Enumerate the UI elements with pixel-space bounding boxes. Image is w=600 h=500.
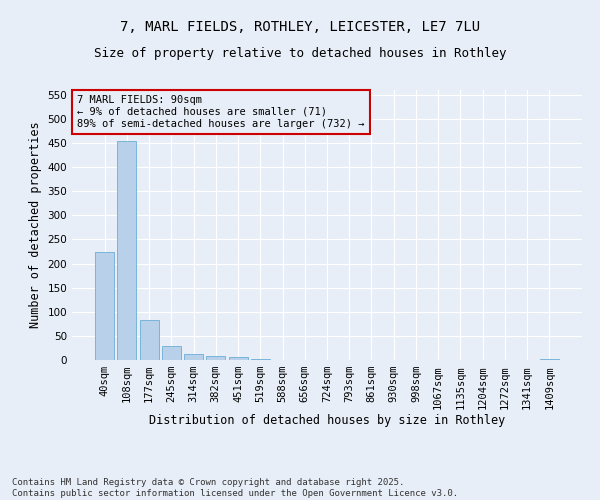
Bar bbox=[95, 252, 114, 360]
Bar bbox=[118, 140, 136, 360]
Y-axis label: Number of detached properties: Number of detached properties bbox=[29, 122, 42, 328]
Bar bbox=[229, 357, 248, 360]
Text: Size of property relative to detached houses in Rothley: Size of property relative to detached ho… bbox=[94, 48, 506, 60]
Bar bbox=[140, 320, 158, 360]
Text: Contains HM Land Registry data © Crown copyright and database right 2025.
Contai: Contains HM Land Registry data © Crown c… bbox=[12, 478, 458, 498]
Text: 7, MARL FIELDS, ROTHLEY, LEICESTER, LE7 7LU: 7, MARL FIELDS, ROTHLEY, LEICESTER, LE7 … bbox=[120, 20, 480, 34]
Bar bbox=[162, 346, 181, 360]
X-axis label: Distribution of detached houses by size in Rothley: Distribution of detached houses by size … bbox=[149, 414, 505, 427]
Bar bbox=[184, 354, 203, 360]
Bar bbox=[206, 356, 225, 360]
Bar bbox=[540, 359, 559, 360]
Text: 7 MARL FIELDS: 90sqm
← 9% of detached houses are smaller (71)
89% of semi-detach: 7 MARL FIELDS: 90sqm ← 9% of detached ho… bbox=[77, 96, 365, 128]
Bar bbox=[251, 359, 270, 360]
